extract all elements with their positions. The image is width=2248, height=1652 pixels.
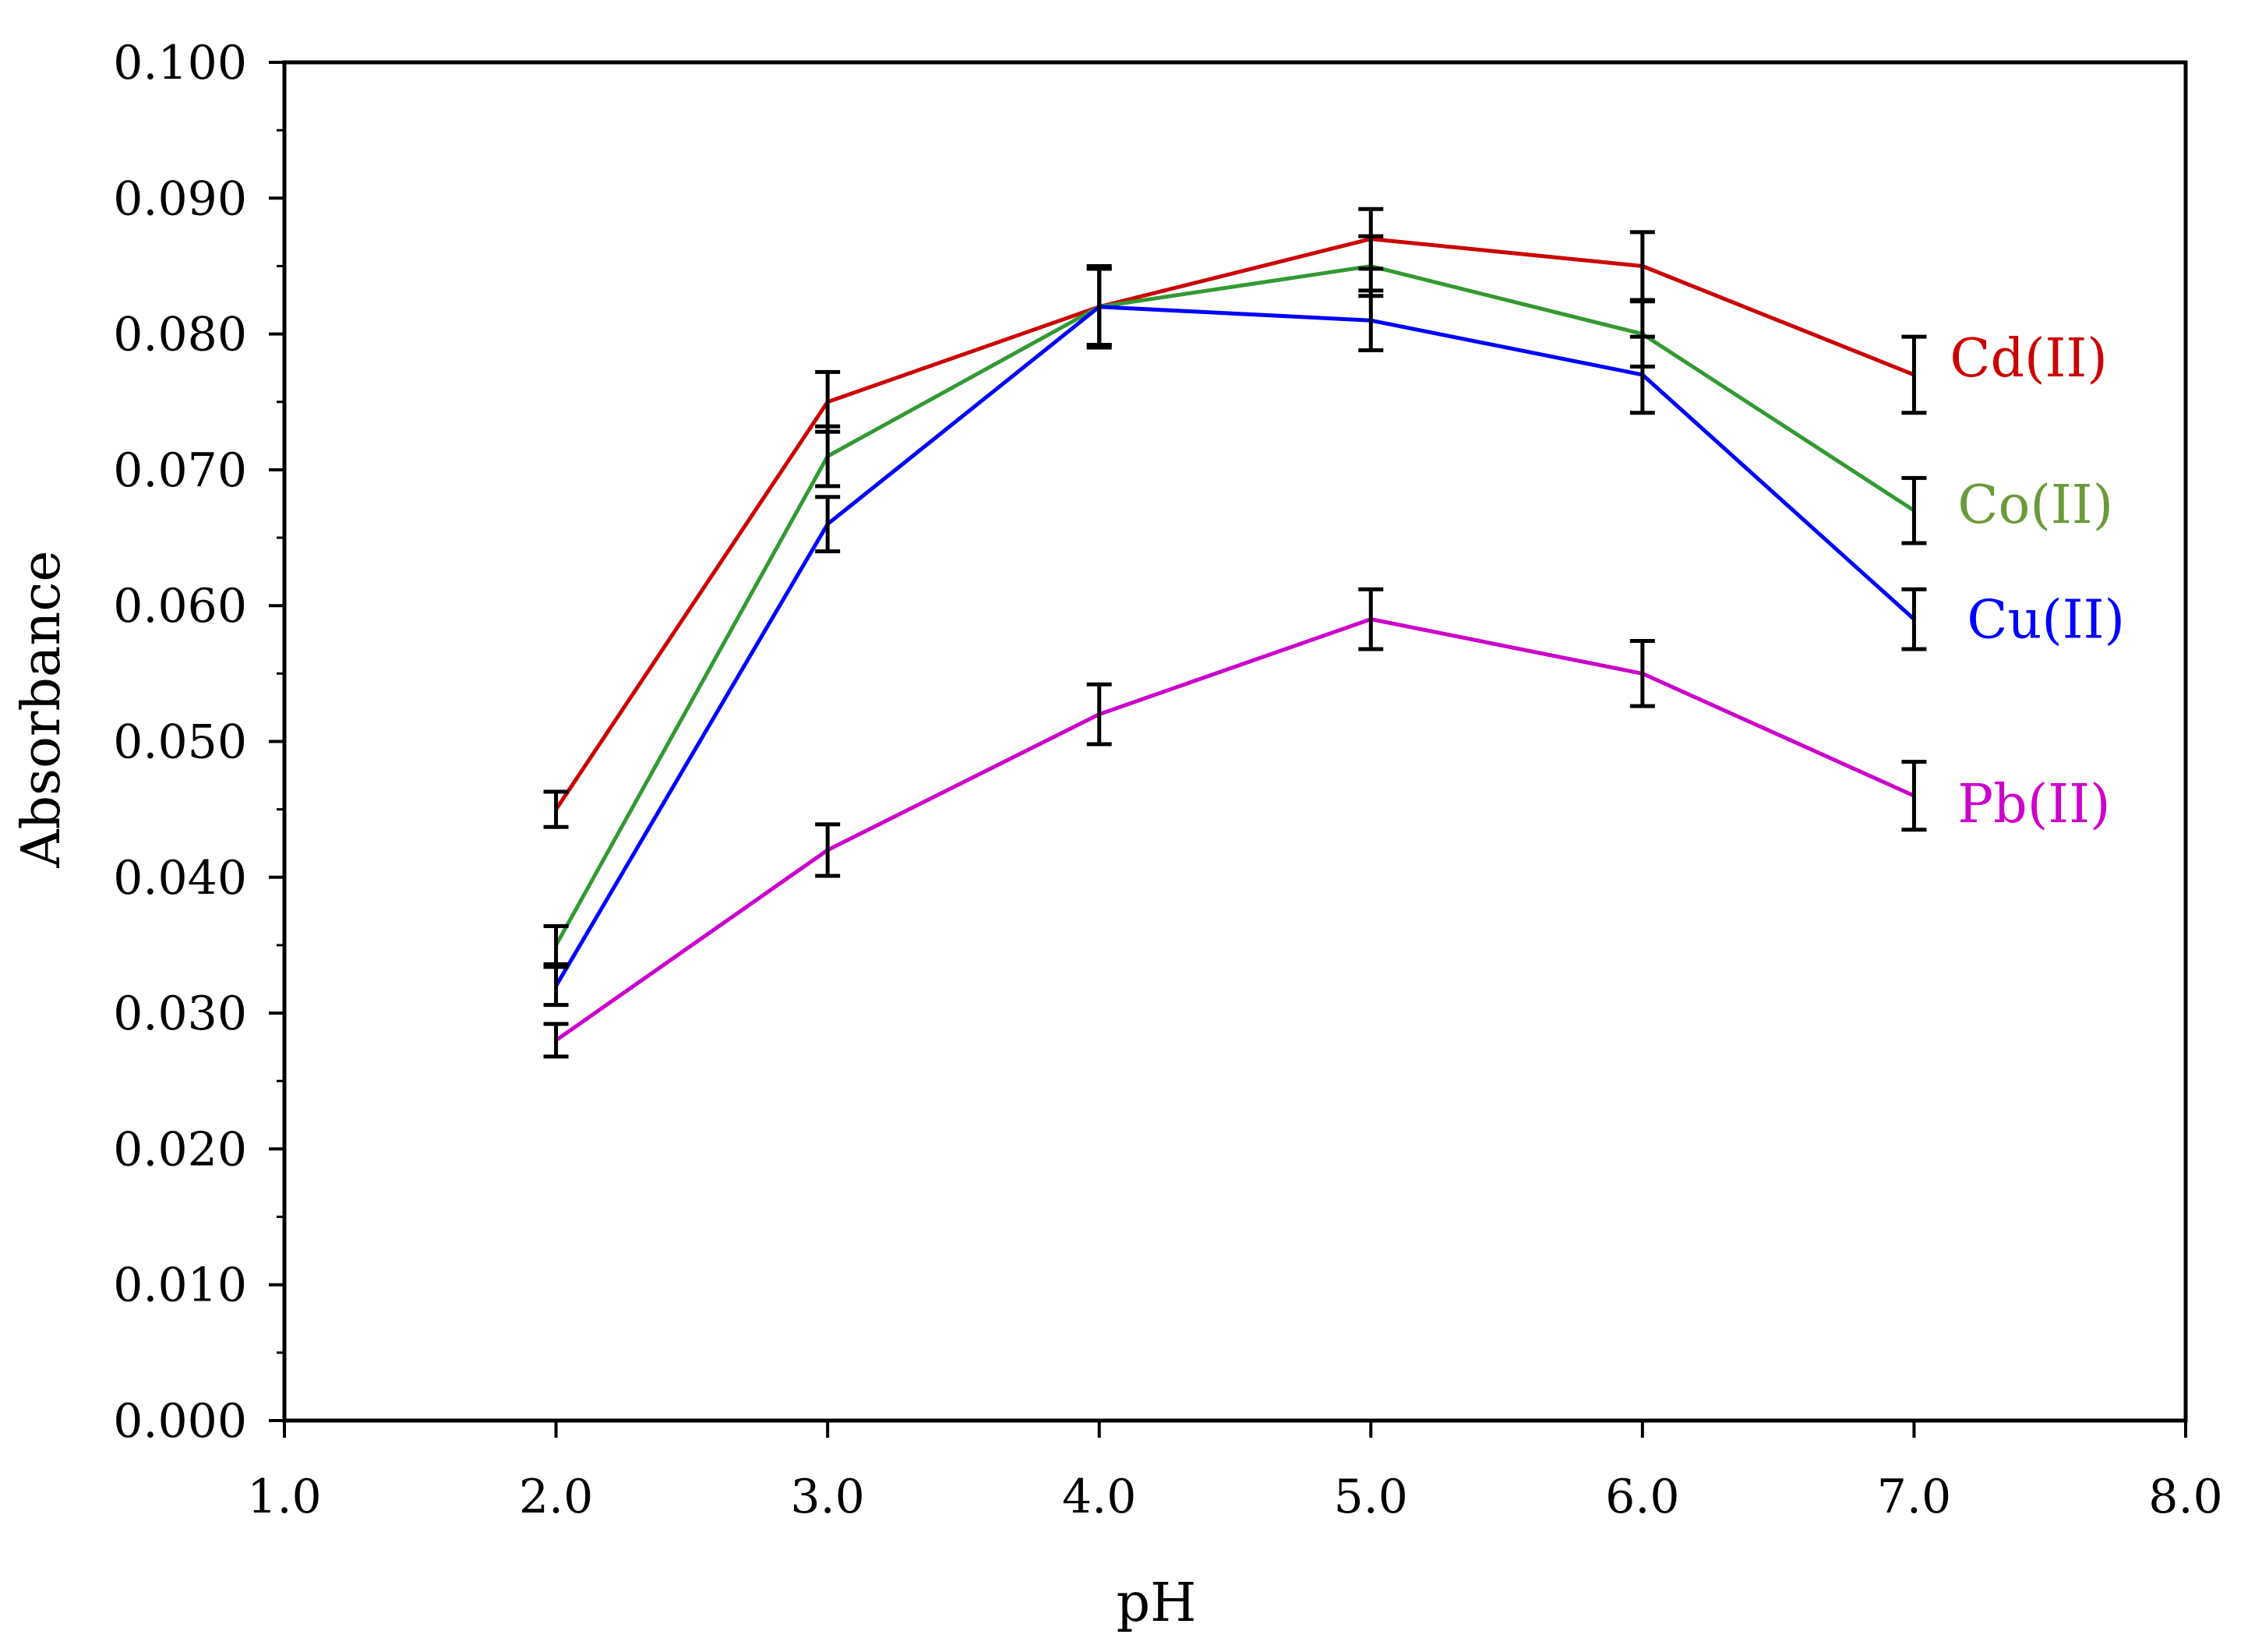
- error-bar-cuii: [815, 495, 841, 553]
- y-tick-label: 0.050: [113, 715, 247, 770]
- y-tick-label: 0.000: [113, 1394, 247, 1449]
- error-bar-cdii: [815, 369, 841, 434]
- y-tick-label: 0.010: [113, 1258, 247, 1313]
- y-tick-label: 0.040: [113, 851, 247, 905]
- plot-border: [282, 60, 2188, 1423]
- series-layer: [554, 237, 1916, 1043]
- x-tick-label: 3.0: [790, 1470, 864, 1524]
- error-bar-cuii: [1901, 587, 1927, 651]
- plot-frame: [282, 60, 2188, 1423]
- y-tick-label: 0.060: [113, 579, 247, 634]
- error-bar-coii: [815, 424, 841, 489]
- x-tick-label: 5.0: [1334, 1470, 1408, 1524]
- series-label-cdii: Cd(II): [1950, 328, 2107, 390]
- label-layer: Cd(II) Co(II) Cu(II) Pb(II): [1950, 328, 2125, 835]
- y-axis-title: Absorbance: [11, 550, 72, 868]
- series-line-pbii: [555, 617, 1915, 1043]
- error-bar-cuii: [1629, 334, 1655, 415]
- y-tick-label: 0.090: [113, 171, 247, 226]
- error-bar-coii: [1901, 475, 1927, 545]
- error-bar-cuii: [1358, 288, 1384, 353]
- error-bar-pbii: [1358, 587, 1384, 651]
- series-label-pbii: Pb(II): [1957, 774, 2110, 835]
- y-tick-label: 0.070: [113, 443, 247, 498]
- errorbar-layer: [543, 206, 1927, 1059]
- y-tick-label: 0.100: [113, 36, 247, 90]
- y-tick-label: 0.080: [113, 308, 247, 362]
- series-line-cdii: [554, 237, 1915, 811]
- series-label-coii: Co(II): [1957, 475, 2113, 536]
- error-bar-pbii: [1629, 639, 1655, 708]
- series-line-coii: [554, 264, 1915, 947]
- x-axis: 1.0 2.0 3.0 4.0 5.0 6.0 7.0 8.0: [247, 1421, 2223, 1524]
- x-tick-label: 8.0: [2148, 1470, 2222, 1524]
- x-axis-title: pH: [1117, 1573, 1197, 1634]
- x-tick-label: 6.0: [1605, 1470, 1679, 1524]
- error-bar-pbii: [543, 1022, 569, 1059]
- x-tick-label: 7.0: [1877, 1470, 1951, 1524]
- error-bar-cuii: [1086, 267, 1112, 348]
- x-tick-label: 1.0: [247, 1470, 321, 1524]
- error-bar-pbii: [815, 822, 841, 878]
- series-label-cuii: Cu(II): [1967, 590, 2125, 651]
- y-tick-label: 0.020: [113, 1122, 247, 1177]
- series-line-cuii: [554, 305, 1916, 987]
- error-bar-cuii: [543, 965, 569, 1008]
- error-bar-cdii: [1901, 334, 1927, 415]
- x-tick-label: 4.0: [1062, 1470, 1136, 1524]
- error-bar-coii: [543, 924, 569, 966]
- y-tick-label: 0.030: [113, 987, 247, 1041]
- x-tick-label: 2.0: [519, 1470, 593, 1524]
- error-bar-cdii: [543, 789, 569, 829]
- error-bar-pbii: [1901, 760, 1927, 832]
- y-axis: 0.000 0.010 0.020 0.030 0.040 0.050 0.060 0.070…: [113, 36, 284, 1449]
- error-bar-pbii: [1086, 682, 1112, 747]
